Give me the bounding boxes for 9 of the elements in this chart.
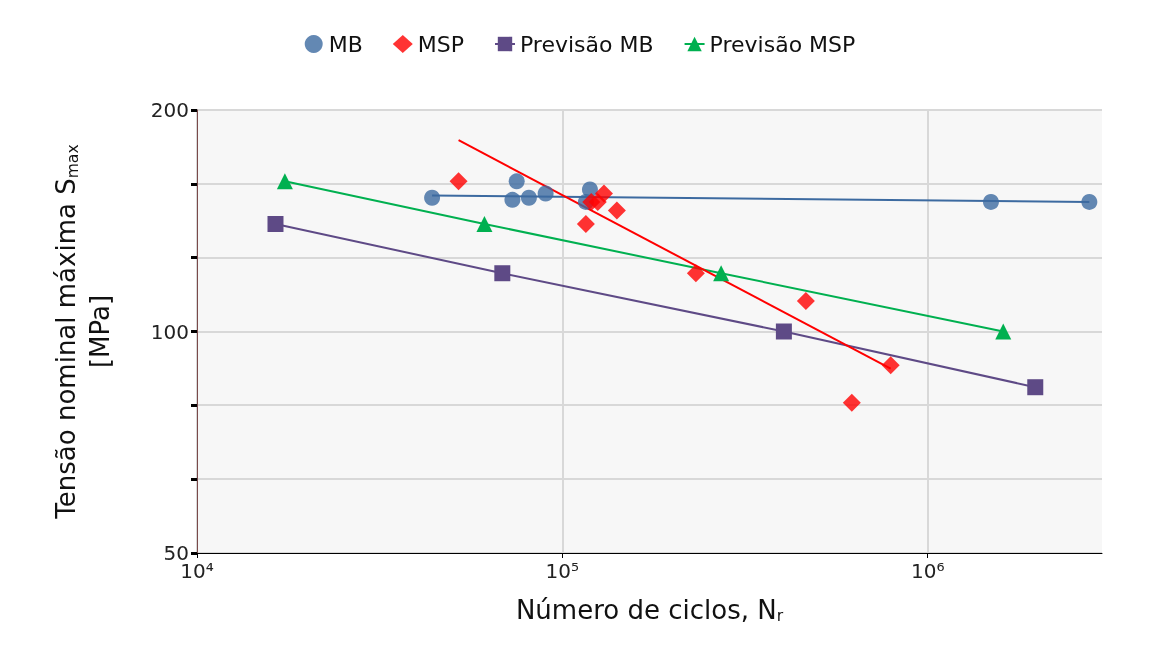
legend-label: Previsão MB xyxy=(520,31,654,57)
legend-label: MSP xyxy=(417,31,464,57)
y-tick-label: 200 xyxy=(150,98,189,122)
legend-label: MB xyxy=(328,31,363,57)
text: Tensão nominal máxima Smax [MPa] xyxy=(51,144,115,519)
x-tick-label: 10⁶ xyxy=(910,559,945,583)
legend-label: Previsão MSP xyxy=(709,31,856,57)
x-tick-label: 10⁵ xyxy=(545,559,580,583)
y-tick-label: 100 xyxy=(150,319,189,344)
